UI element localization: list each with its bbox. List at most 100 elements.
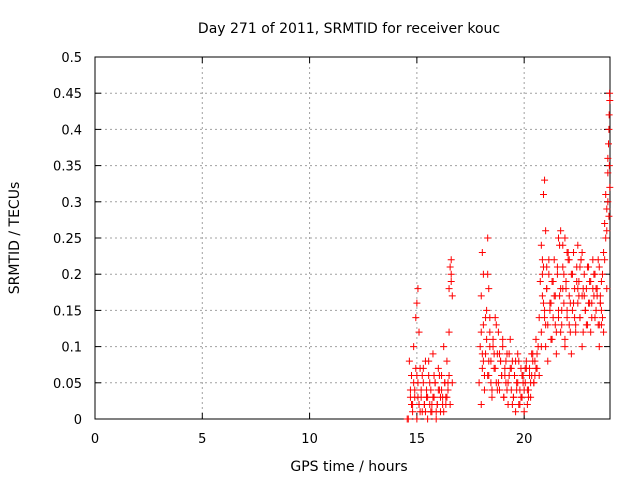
data-point	[587, 328, 595, 336]
data-point	[433, 401, 441, 409]
data-point	[604, 154, 612, 162]
data-point	[596, 292, 604, 300]
data-point	[604, 169, 612, 177]
data-point	[414, 285, 422, 293]
x-tick-label: 0	[91, 432, 99, 447]
data-point	[522, 357, 530, 365]
data-point	[410, 379, 418, 387]
data-point	[561, 234, 569, 242]
data-point	[581, 306, 589, 314]
data-point	[447, 270, 455, 278]
data-point	[537, 343, 545, 351]
data-point	[416, 408, 424, 416]
data-point	[494, 328, 502, 336]
data-point	[425, 357, 433, 365]
y-axis-label: SRMTID / TECUs	[7, 182, 23, 295]
data-point	[562, 285, 570, 293]
data-point	[565, 256, 573, 264]
data-point	[506, 364, 514, 372]
data-point	[418, 372, 426, 380]
data-point	[431, 379, 439, 387]
data-point	[557, 328, 565, 336]
data-point	[547, 299, 555, 307]
data-point	[595, 343, 603, 351]
data-point	[485, 285, 493, 293]
data-point	[412, 314, 420, 322]
data-point	[419, 364, 427, 372]
data-point	[488, 393, 496, 401]
data-point	[532, 335, 540, 343]
data-point	[445, 372, 453, 380]
data-point	[537, 328, 545, 336]
x-tick-label: 10	[301, 432, 318, 447]
data-point	[444, 386, 452, 394]
data-point	[485, 357, 493, 365]
data-point	[503, 386, 511, 394]
x-tick-label: 5	[198, 432, 206, 447]
data-point	[597, 321, 605, 329]
data-point	[489, 343, 497, 351]
data-point	[606, 89, 614, 97]
data-point	[556, 292, 564, 300]
y-tick-label: 0.4	[61, 123, 82, 138]
data-point	[432, 415, 440, 423]
data-point	[519, 379, 527, 387]
data-point	[557, 227, 565, 235]
data-point	[491, 364, 499, 372]
data-point	[405, 357, 413, 365]
data-point	[448, 292, 456, 300]
data-point	[486, 314, 494, 322]
data-point	[413, 415, 421, 423]
data-point	[509, 393, 517, 401]
data-point	[568, 270, 576, 278]
data-point	[579, 285, 587, 293]
data-point	[536, 277, 544, 285]
data-point	[477, 401, 485, 409]
data-point	[546, 306, 554, 314]
data-point	[483, 306, 491, 314]
data-point	[480, 372, 488, 380]
data-point	[579, 328, 587, 336]
x-axis-label: GPS time / hours	[290, 459, 407, 475]
data-point	[494, 379, 502, 387]
data-point	[602, 191, 610, 199]
data-point	[446, 263, 454, 271]
data-point	[414, 393, 422, 401]
data-point	[565, 321, 573, 329]
data-point	[420, 401, 428, 409]
data-point	[499, 343, 507, 351]
data-point	[601, 220, 609, 228]
data-point	[606, 96, 614, 104]
data-point	[520, 408, 528, 416]
data-point	[601, 256, 609, 264]
data-point	[506, 335, 514, 343]
data-point	[445, 328, 453, 336]
data-point	[541, 314, 549, 322]
data-point	[605, 125, 613, 133]
data-point	[478, 350, 486, 358]
data-point	[444, 379, 452, 387]
data-point	[586, 277, 594, 285]
data-point	[600, 328, 608, 336]
data-point	[566, 299, 574, 307]
data-point	[505, 350, 513, 358]
y-tick-label: 0	[74, 413, 82, 428]
data-point	[582, 321, 590, 329]
data-point	[511, 372, 519, 380]
data-point	[563, 314, 571, 322]
data-point	[553, 263, 561, 271]
y-tick-label: 0.45	[53, 87, 82, 102]
data-point	[446, 401, 454, 409]
data-point	[575, 292, 583, 300]
data-point	[479, 321, 487, 329]
data-point	[518, 372, 526, 380]
data-point	[424, 415, 432, 423]
data-point	[508, 401, 516, 409]
data-point	[560, 270, 568, 278]
data-point	[563, 248, 571, 256]
x-tick-label: 20	[516, 432, 533, 447]
data-point	[572, 321, 580, 329]
data-point	[559, 241, 567, 249]
data-point	[600, 248, 608, 256]
data-point	[552, 350, 560, 358]
